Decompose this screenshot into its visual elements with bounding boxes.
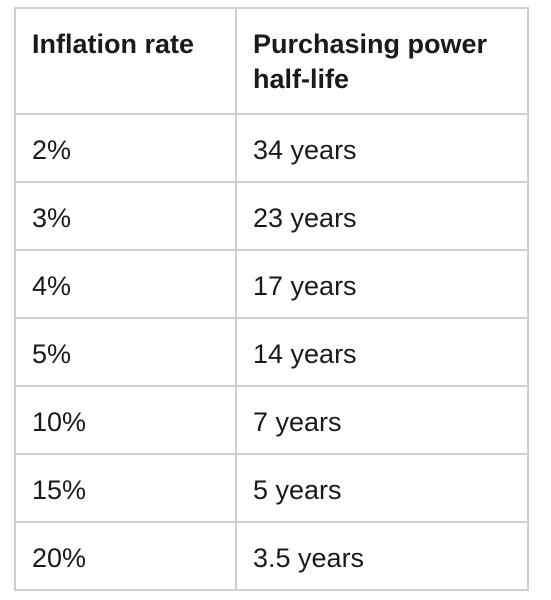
table-row: 20% 3.5 years	[14, 521, 529, 591]
table-row: 10% 7 years	[14, 385, 529, 455]
half-life-cell: 34 years	[235, 113, 529, 183]
table-row: 4% 17 years	[14, 249, 529, 319]
header-purchasing-power-half-life: Purchasing power half-life	[235, 7, 529, 115]
half-life-cell: 3.5 years	[235, 521, 529, 591]
inflation-rate-cell: 5%	[14, 317, 237, 387]
half-life-cell: 7 years	[235, 385, 529, 455]
table-container: Inflation rate Purchasing power half-lif…	[14, 7, 529, 591]
table-row: 3% 23 years	[14, 181, 529, 251]
header-inflation-rate: Inflation rate	[14, 7, 237, 115]
inflation-rate-cell: 2%	[14, 113, 237, 183]
half-life-cell: 5 years	[235, 453, 529, 523]
half-life-cell: 14 years	[235, 317, 529, 387]
inflation-rate-cell: 3%	[14, 181, 237, 251]
half-life-cell: 23 years	[235, 181, 529, 251]
table-row: 2% 34 years	[14, 113, 529, 183]
inflation-half-life-table: Inflation rate Purchasing power half-lif…	[14, 7, 529, 591]
inflation-rate-cell: 4%	[14, 249, 237, 319]
inflation-rate-cell: 20%	[14, 521, 237, 591]
inflation-rate-cell: 15%	[14, 453, 237, 523]
half-life-cell: 17 years	[235, 249, 529, 319]
header-row: Inflation rate Purchasing power half-lif…	[14, 7, 529, 115]
table-row: 5% 14 years	[14, 317, 529, 387]
inflation-rate-cell: 10%	[14, 385, 237, 455]
table-row: 15% 5 years	[14, 453, 529, 523]
